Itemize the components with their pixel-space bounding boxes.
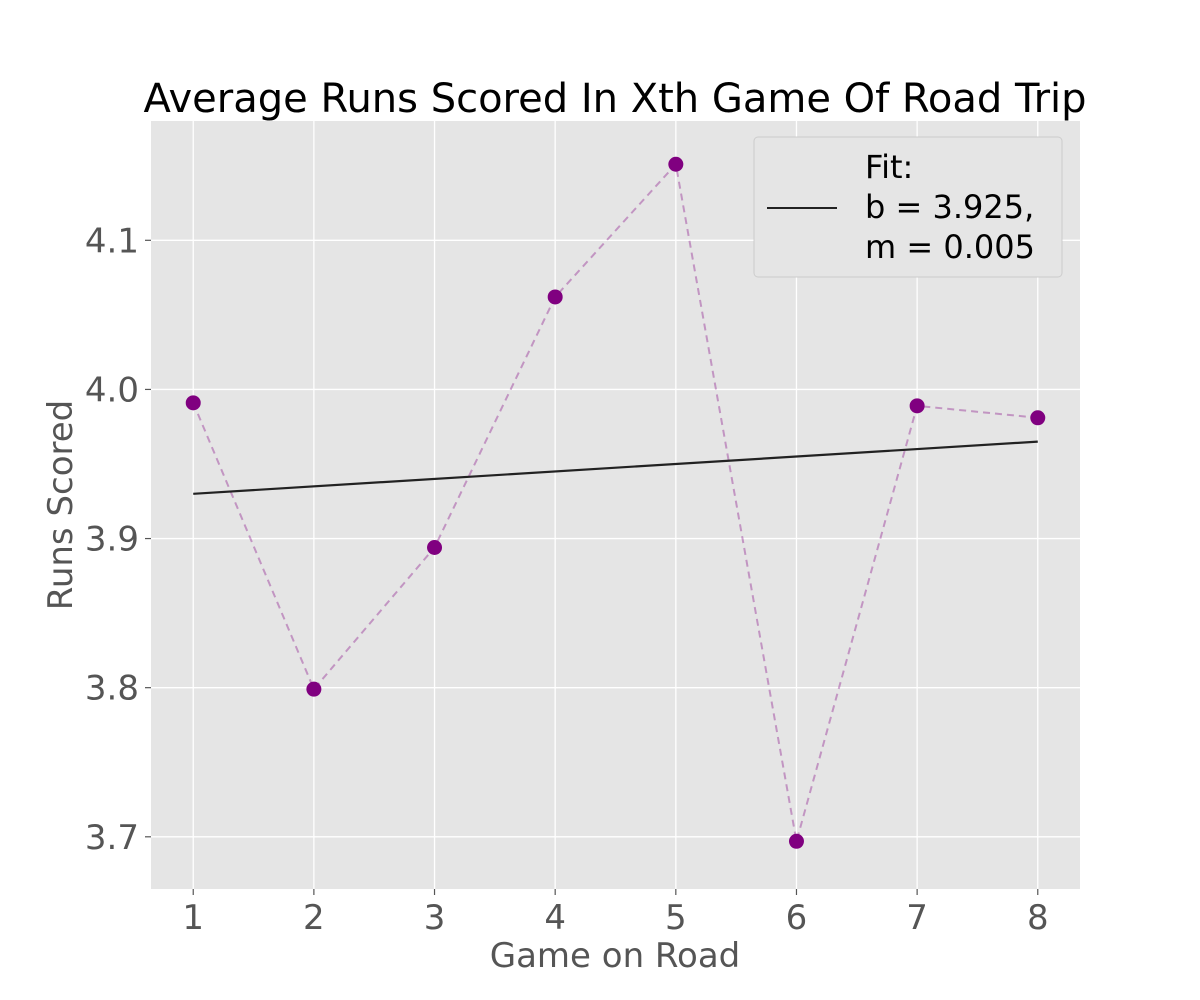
data-point: [1030, 410, 1046, 426]
x-tick-label: 8: [1027, 898, 1049, 938]
x-tick-label: 2: [303, 898, 325, 938]
data-point: [427, 540, 443, 556]
x-axis-label: Game on Road: [490, 936, 741, 976]
x-tick-label: 5: [665, 898, 687, 938]
legend-line-3: m = 0.005: [865, 228, 1035, 266]
x-tick-label: 1: [182, 898, 204, 938]
legend: Fit: b = 3.925, m = 0.005: [753, 136, 1063, 278]
x-axis-ticks: 1 2 3 4 5 6 7 8: [182, 889, 1049, 938]
y-axis-label: Runs Scored: [41, 400, 81, 611]
legend-line-1: Fit:: [865, 148, 913, 186]
x-tick-label: 4: [544, 898, 566, 938]
data-points: [185, 156, 1046, 849]
data-point: [185, 395, 201, 411]
data-point: [909, 398, 925, 414]
data-point: [668, 156, 684, 172]
legend-box: [753, 136, 1063, 278]
y-axis-ticks: 3.7 3.8 3.9 4.0 4.1: [85, 221, 151, 858]
points-connector-line: [192, 162, 1038, 842]
data-point: [788, 833, 804, 849]
x-tick-label: 6: [786, 898, 808, 938]
data-point: [547, 289, 563, 305]
chart-title: Average Runs Scored In Xth Game Of Road …: [143, 76, 1086, 122]
y-tick-label: 4.1: [85, 221, 139, 261]
legend-line-2: b = 3.925,: [865, 188, 1034, 226]
x-tick-label: 3: [424, 898, 446, 938]
data-point: [306, 681, 322, 697]
y-tick-label: 4.0: [85, 370, 139, 410]
fit-line: [193, 440, 1038, 495]
x-tick-label: 7: [906, 898, 928, 938]
series-lines: [192, 162, 1038, 842]
y-tick-label: 3.9: [85, 520, 139, 560]
y-tick-label: 3.8: [85, 669, 139, 709]
y-tick-label: 3.7: [85, 818, 139, 858]
